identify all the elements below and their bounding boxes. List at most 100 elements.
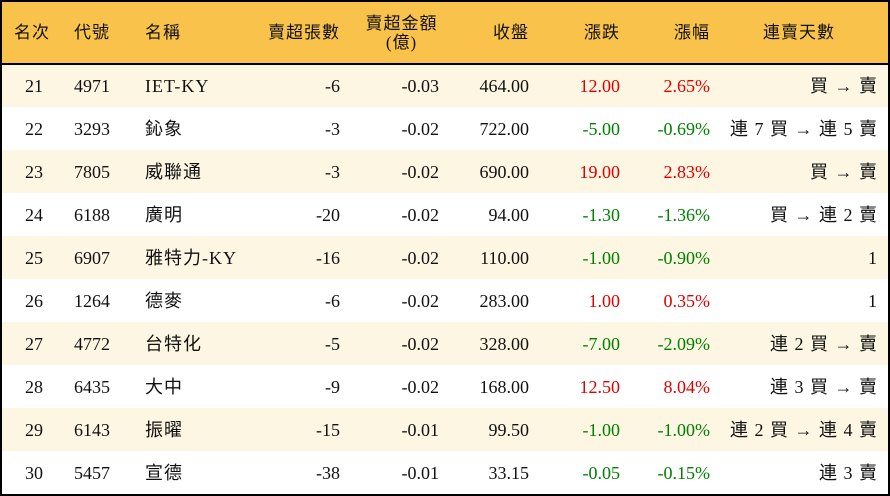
cell-rank: 22 xyxy=(25,118,43,139)
cell-change: -1.00 xyxy=(529,236,620,279)
cell-rank: 30 xyxy=(25,462,43,483)
cell-rank: 29 xyxy=(2,408,66,451)
cell-close: 99.50 xyxy=(439,408,529,451)
table-row[interactable]: 30 5457 宣德 -38 -0.01 33.15 -0.05 -0.15% 連 3 賣 xyxy=(2,451,888,494)
header-change-pct: 漲幅 xyxy=(620,2,710,65)
table-row[interactable]: 27 4772 台特化 -5 -0.02 328.00 -7.00 -2.09% 連 2 買 →… xyxy=(2,322,888,365)
cell-close: 464.00 xyxy=(439,64,529,107)
cell-name: 德麥 xyxy=(145,290,183,311)
cell-net-sell-lots: -6 xyxy=(325,290,340,311)
cell-change-pct: 8.04% xyxy=(663,376,711,397)
cell-sell-streak: 買 → 賣 xyxy=(710,64,888,107)
cell-net-sell-lots: -38 xyxy=(316,462,340,483)
cell-change-pct: -2.09% xyxy=(620,322,710,365)
cell-name: 振曜 xyxy=(144,408,260,451)
cell-name: 大中 xyxy=(145,376,183,397)
table-row[interactable]: 26 1264 德麥 -6 -0.02 283.00 1.00 0.35% 1 xyxy=(2,279,888,322)
cell-change: 12.50 xyxy=(579,376,621,397)
cell-net-sell-lots: -5 xyxy=(260,322,340,365)
cell-code: 6143 xyxy=(66,408,144,451)
cell-net-sell-amount: -0.01 xyxy=(340,408,439,451)
cell-change-pct: 0.35% xyxy=(663,290,711,311)
cell-net-sell-amount: -0.02 xyxy=(340,322,439,365)
cell-sell-streak: 1 xyxy=(710,236,888,279)
table-row[interactable]: 22 3293 鈊象 -3 -0.02 722.00 -5.00 -0.69% 連 7 買 → … xyxy=(2,107,888,150)
cell-code: 6188 xyxy=(74,204,110,225)
cell-name: 台特化 xyxy=(144,322,260,365)
cell-name: IET-KY xyxy=(144,64,260,107)
cell-name: 宣德 xyxy=(145,462,183,483)
header-sell-streak: 連賣天數 xyxy=(710,2,888,65)
cell-close: 33.15 xyxy=(488,462,530,483)
table-row[interactable]: 21 4971 IET-KY -6 -0.03 464.00 12.00 2.65% 買 → 賣 xyxy=(2,64,888,107)
cell-sell-streak: 連 2 買 → 連 4 賣 xyxy=(710,408,888,451)
cell-code: 1264 xyxy=(74,290,110,311)
cell-rank: 27 xyxy=(2,322,66,365)
cell-code: 4971 xyxy=(66,64,144,107)
table-row[interactable]: 23 7805 威聯通 -3 -0.02 690.00 19.00 2.83% 買 → 賣 xyxy=(2,150,888,193)
table-row[interactable]: 29 6143 振曜 -15 -0.01 99.50 -1.00 -1.00% 連 2 買 → … xyxy=(2,408,888,451)
cell-name: 威聯通 xyxy=(144,150,260,193)
cell-net-sell-lots: -15 xyxy=(260,408,340,451)
cell-net-sell-lots: -3 xyxy=(325,118,340,139)
cell-net-sell-amount: -0.02 xyxy=(401,290,440,311)
header-close: 收盤 xyxy=(439,2,529,65)
table-row[interactable]: 25 6907 雅特力-KY -16 -0.02 110.00 -1.00 -0.90% 1 xyxy=(2,236,888,279)
cell-close: 690.00 xyxy=(439,150,529,193)
cell-close: 283.00 xyxy=(479,290,530,311)
cell-code: 5457 xyxy=(74,462,110,483)
cell-change: 12.00 xyxy=(529,64,620,107)
header-net-sell-lots: 賣超張數 xyxy=(260,2,340,65)
cell-change: -5.00 xyxy=(582,118,621,139)
header-change: 漲跌 xyxy=(529,2,620,65)
cell-code: 6907 xyxy=(66,236,144,279)
cell-change: -0.05 xyxy=(582,462,621,483)
table-row[interactable]: 28 6435 大中 -9 -0.02 168.00 12.50 8.04% 連 3 買 → 賣 xyxy=(2,365,888,408)
cell-sell-streak: 連 3 賣 xyxy=(819,462,878,483)
cell-net-sell-amount: -0.02 xyxy=(401,204,440,225)
cell-close: 168.00 xyxy=(479,376,530,397)
cell-net-sell-amount: -0.01 xyxy=(401,462,440,483)
cell-change: -1.00 xyxy=(529,408,620,451)
cell-change-pct: -1.36% xyxy=(657,204,711,225)
cell-sell-streak: 連 3 買 → 賣 xyxy=(770,376,878,397)
cell-net-sell-amount: -0.02 xyxy=(401,118,440,139)
cell-sell-streak: 買 → 賣 xyxy=(710,150,888,193)
cell-net-sell-lots: -3 xyxy=(260,150,340,193)
header-name: 名稱 xyxy=(144,2,260,65)
cell-net-sell-amount: -0.02 xyxy=(340,236,439,279)
cell-change: -7.00 xyxy=(529,322,620,365)
cell-code: 6435 xyxy=(74,376,110,397)
cell-sell-streak: 買 → 連 2 賣 xyxy=(770,204,878,225)
cell-net-sell-amount: -0.02 xyxy=(340,150,439,193)
cell-net-sell-lots: -16 xyxy=(260,236,340,279)
cell-change-pct: -0.90% xyxy=(620,236,710,279)
cell-change: 19.00 xyxy=(529,150,620,193)
table-row[interactable]: 24 6188 廣明 -20 -0.02 94.00 -1.30 -1.36% 買 → 連 2 … xyxy=(2,193,888,236)
cell-net-sell-amount: -0.03 xyxy=(340,64,439,107)
cell-code: 7805 xyxy=(66,150,144,193)
header-rank: 名次 xyxy=(2,2,66,65)
cell-name: 雅特力-KY xyxy=(144,236,260,279)
cell-rank: 28 xyxy=(25,376,43,397)
cell-rank: 25 xyxy=(2,236,66,279)
cell-change: 1.00 xyxy=(588,290,621,311)
cell-change-pct: 2.83% xyxy=(620,150,710,193)
table-header: 名次 代號 名稱 賣超張數 賣超金額 (億) 收盤 漲跌 漲幅 連賣天數 xyxy=(2,2,888,65)
cell-change-pct: -0.69% xyxy=(657,118,711,139)
cell-close: 328.00 xyxy=(439,322,529,365)
cell-sell-streak: 連 7 買 → 連 5 賣 xyxy=(730,118,878,139)
cell-code: 4772 xyxy=(66,322,144,365)
cell-close: 94.00 xyxy=(488,204,530,225)
cell-net-sell-amount: -0.02 xyxy=(401,376,440,397)
cell-change: -1.30 xyxy=(582,204,621,225)
cell-change-pct: -1.00% xyxy=(620,408,710,451)
cell-name: 鈊象 xyxy=(145,118,183,139)
cell-net-sell-lots: -9 xyxy=(325,376,340,397)
cell-net-sell-lots: -6 xyxy=(260,64,340,107)
cell-name: 廣明 xyxy=(145,204,183,225)
cell-change-pct: 2.65% xyxy=(620,64,710,107)
cell-code: 3293 xyxy=(74,118,110,139)
cell-sell-streak: 1 xyxy=(868,290,878,311)
